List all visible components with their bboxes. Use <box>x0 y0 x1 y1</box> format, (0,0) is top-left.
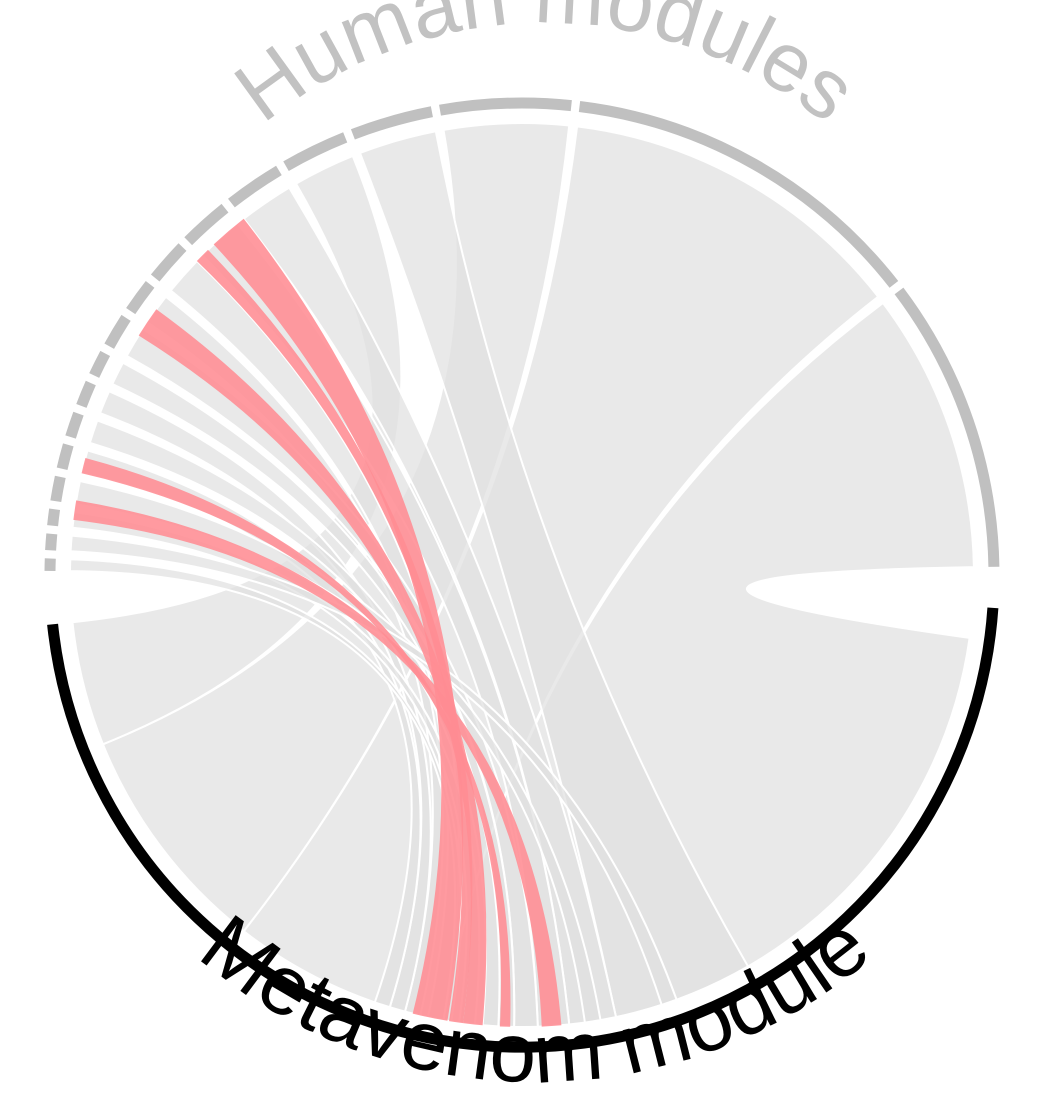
chord-ribbon <box>110 361 516 1028</box>
highlighted-ribbons <box>73 218 562 1027</box>
human-module-arc <box>283 132 348 171</box>
human-module-arc <box>89 350 111 378</box>
human-module-arc <box>228 165 282 208</box>
human-module-arc <box>45 533 58 551</box>
human-module-arc <box>126 281 155 315</box>
human-module-arc <box>894 287 1000 567</box>
human-module-arc <box>76 380 96 408</box>
human-module-arc <box>578 101 899 288</box>
human-module-arc <box>350 106 433 140</box>
chord-ribbon <box>88 419 501 1028</box>
human-module-arc <box>56 443 74 471</box>
human-module-arc <box>47 508 61 527</box>
human-module-arc <box>150 243 187 282</box>
human-module-arc <box>65 411 84 439</box>
human-module-arc <box>104 314 131 349</box>
human-module-arc <box>439 97 572 116</box>
metavenom-module-arc <box>47 607 999 1053</box>
highlighted-chord-ribbon <box>213 218 464 1021</box>
human-modules-label: Human modules <box>218 0 873 139</box>
human-module-arc <box>50 475 66 503</box>
chord-ribbon <box>358 130 750 1019</box>
module-arcs <box>44 97 1000 1053</box>
highlighted-chord-ribbon <box>138 309 487 1026</box>
human-module-arc <box>184 203 229 246</box>
